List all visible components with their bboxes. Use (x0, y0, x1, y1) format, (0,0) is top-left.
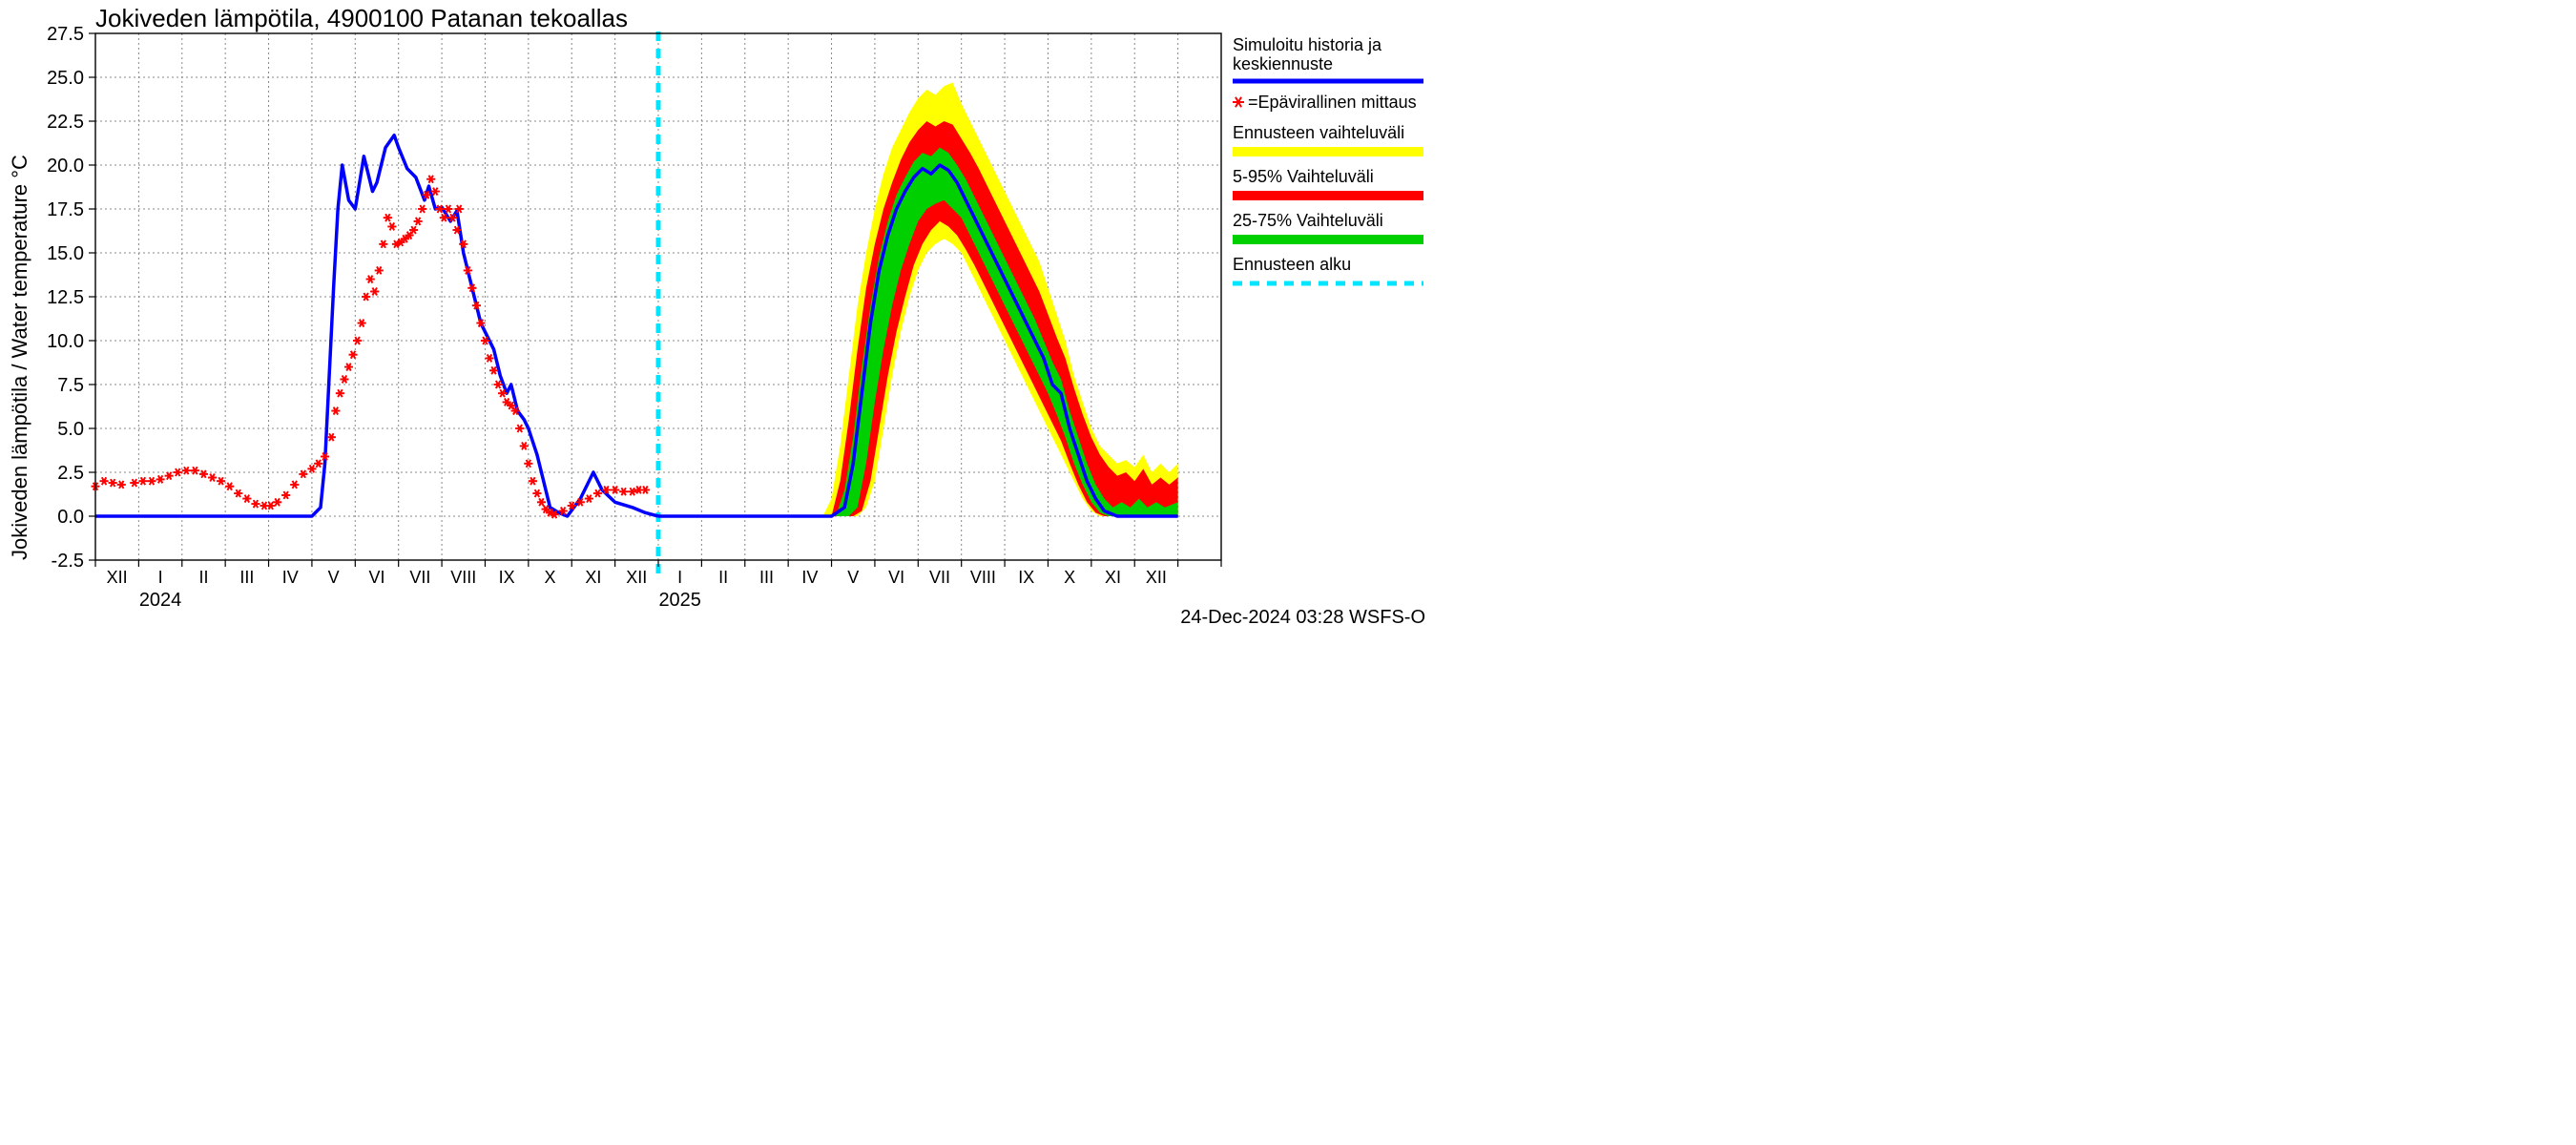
y-tick-label: 5.0 (57, 419, 84, 440)
x-tick-label: III (239, 568, 254, 587)
x-tick-label: XI (1105, 568, 1121, 587)
measured-markers (92, 176, 650, 518)
x-tick-label: VI (888, 568, 904, 587)
chart-container: XIIIIIIIIIVVVIVIIVIIIIXXXIXIIIIIIIIIVVVI… (0, 0, 1431, 636)
y-tick-label: -2.5 (52, 551, 84, 572)
x-tick-label: IV (282, 568, 299, 587)
legend-label: Ennusteen alku (1233, 255, 1351, 274)
x-tick-label: VI (368, 568, 384, 587)
y-tick-label: 27.5 (47, 24, 84, 45)
x-tick-label: IX (499, 568, 515, 587)
x-tick-label: X (545, 568, 556, 587)
x-tick-label: II (198, 568, 208, 587)
forecast-bands (822, 83, 1177, 516)
x-tick-label: XI (585, 568, 601, 587)
y-tick-label: 20.0 (47, 156, 84, 177)
legend-label: Simuloitu historia ja (1233, 35, 1382, 54)
sim-history-line (95, 135, 658, 516)
year-label: 2025 (658, 590, 701, 611)
x-tick-label: XII (1146, 568, 1167, 587)
x-tick-label: I (158, 568, 163, 587)
x-tick-label: VII (409, 568, 430, 587)
y-tick-label: 0.0 (57, 507, 84, 528)
legend: Simuloitu historia jakeskiennuste =Epävir… (1233, 35, 1423, 283)
x-tick-label: XII (107, 568, 128, 587)
x-tick-label: III (759, 568, 774, 587)
x-tick-label: XII (626, 568, 647, 587)
y-tick-label: 22.5 (47, 112, 84, 133)
x-tick-label: VIII (450, 568, 476, 587)
y-tick-label: 7.5 (57, 375, 84, 396)
chart-svg: XIIIIIIIIIVVVIVIIVIIIIXXXIXIIIIIIIIIVVVI… (0, 0, 1431, 636)
y-tick-label: 15.0 (47, 243, 84, 264)
y-tick-label: 2.5 (57, 463, 84, 484)
legend-label: =Epävirallinen mittaus (1248, 93, 1417, 112)
y-axis: -2.5 0.0 2.5 5.0 7.5 10.0 12.5 15.0 17.5 20.0 22.5… (47, 24, 95, 572)
x-tick-label: X (1064, 568, 1075, 587)
x-tick-label: V (847, 568, 859, 587)
x-tick-label: VIII (970, 568, 996, 587)
legend-label: Ennusteen vaihteluväli (1233, 123, 1404, 142)
x-tick-label: V (328, 568, 340, 587)
chart-title: Jokiveden lämpötila, 4900100 Patanan tek… (95, 4, 628, 32)
y-tick-label: 12.5 (47, 287, 84, 308)
y-axis-label: Jokiveden lämpötila / Water temperature … (8, 155, 31, 560)
legend-label: keskiennuste (1233, 54, 1333, 73)
y-tick-label: 10.0 (47, 331, 84, 352)
year-label: 2024 (139, 590, 182, 611)
x-tick-label: II (718, 568, 728, 587)
x-tick-label: I (677, 568, 682, 587)
footer-timestamp: 24-Dec-2024 03:28 WSFS-O (1180, 607, 1425, 628)
y-tick-label: 17.5 (47, 199, 84, 220)
x-tick-label: IX (1018, 568, 1034, 587)
x-tick-label: IV (801, 568, 818, 587)
legend-label: 5-95% Vaihteluväli (1233, 167, 1374, 186)
x-tick-label: VII (929, 568, 950, 587)
legend-label: 25-75% Vaihteluväli (1233, 211, 1383, 230)
y-tick-label: 25.0 (47, 68, 84, 89)
